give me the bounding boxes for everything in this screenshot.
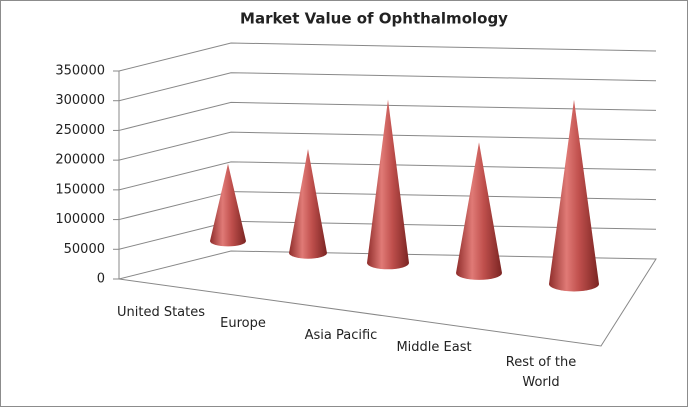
floor bbox=[118, 250, 657, 347]
grid-line bbox=[118, 161, 657, 191]
y-tick-label: 350000 bbox=[55, 64, 105, 79]
cone bbox=[456, 142, 502, 280]
x-tick-label: Middle East bbox=[396, 340, 472, 355]
y-tick-label: 200000 bbox=[55, 153, 105, 168]
y-tick-label: 250000 bbox=[55, 123, 105, 138]
y-tick-label: 300000 bbox=[55, 93, 105, 108]
grid-line bbox=[118, 131, 657, 161]
grid-line bbox=[118, 42, 657, 72]
y-tick-label: 50000 bbox=[64, 242, 105, 257]
cone bbox=[289, 149, 327, 259]
cone bbox=[210, 163, 246, 247]
x-tick-label: Europe bbox=[220, 316, 266, 331]
x-tick-label: Asia Pacific bbox=[304, 328, 378, 343]
y-tick-label: 150000 bbox=[55, 182, 105, 197]
grid-line bbox=[118, 101, 657, 131]
y-tick-label: 0 bbox=[97, 272, 105, 287]
x-tick-label: United States bbox=[116, 305, 206, 320]
chart-title: Market Value of Ophthalmology bbox=[240, 10, 508, 28]
cone bbox=[549, 99, 599, 292]
cone bbox=[367, 99, 409, 270]
y-tick-label: 100000 bbox=[55, 212, 105, 227]
x-tick-label: Rest of the World bbox=[505, 355, 577, 390]
grid-line bbox=[118, 72, 657, 102]
